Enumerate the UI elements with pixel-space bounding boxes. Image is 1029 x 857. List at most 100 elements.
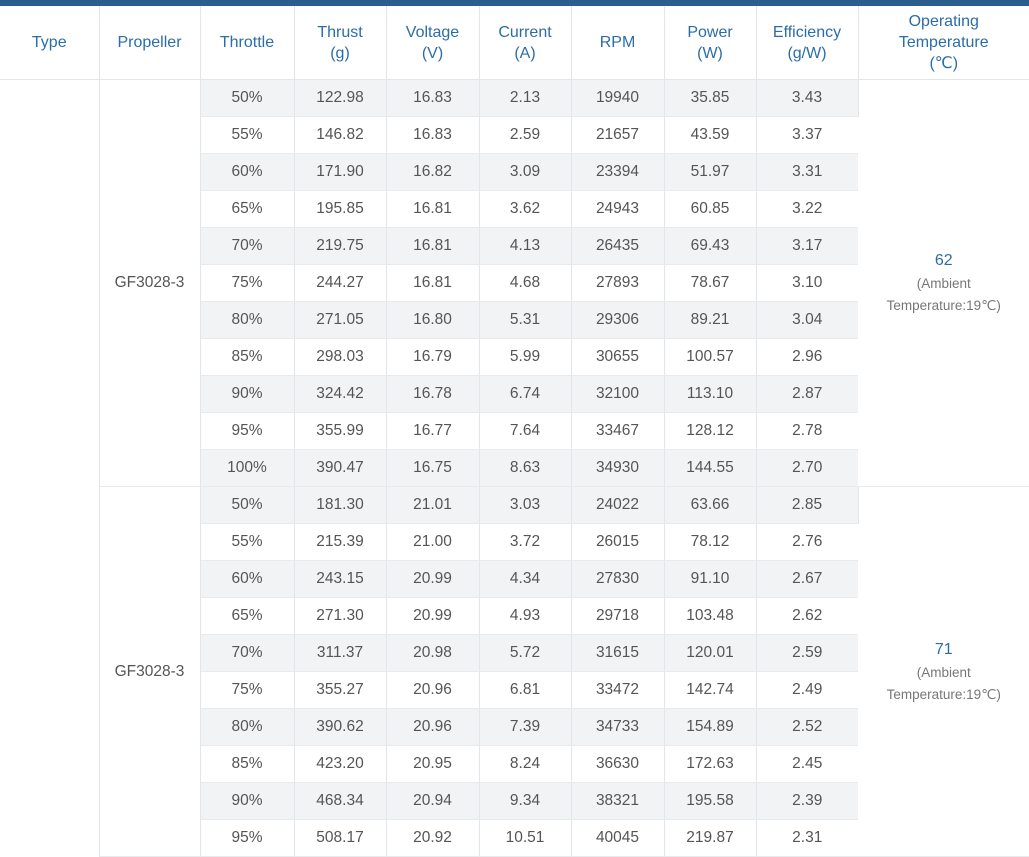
rpm-cell: 38321 [571,783,664,820]
current-cell: 8.24 [479,746,571,783]
header-thrust-label: Thrust [297,22,384,43]
efficiency-cell: 2.52 [756,709,858,746]
thrust-cell: 355.99 [294,413,386,450]
operating-temperature-value: 62 [859,249,1029,273]
current-cell: 4.93 [479,598,571,635]
throttle-cell: 60% [200,154,294,191]
operating-temperature-value: 71 [859,638,1029,662]
voltage-cell: 16.81 [386,228,479,265]
rpm-cell: 27893 [571,265,664,302]
rpm-cell: 30655 [571,339,664,376]
voltage-cell: 20.98 [386,635,479,672]
power-cell: 100.57 [664,339,756,376]
thrust-cell: 271.05 [294,302,386,339]
power-cell: 51.97 [664,154,756,191]
voltage-cell: 20.99 [386,561,479,598]
propeller-cell: GF3028-3 [99,80,200,487]
power-cell: 128.12 [664,413,756,450]
power-cell: 63.66 [664,487,756,524]
throttle-cell: 50% [200,80,294,117]
current-cell: 7.39 [479,709,571,746]
header-thrust-unit: (g) [297,43,384,64]
throttle-cell: 90% [200,783,294,820]
current-cell: 2.59 [479,117,571,154]
current-cell: 3.09 [479,154,571,191]
current-cell: 4.13 [479,228,571,265]
current-cell: 6.81 [479,672,571,709]
rpm-cell: 31615 [571,635,664,672]
header-temperature-line2: Temperature [861,32,1028,53]
voltage-cell: 16.81 [386,191,479,228]
header-rpm: RPM [571,6,664,80]
throttle-cell: 70% [200,635,294,672]
header-efficiency-label: Efficiency [759,22,856,43]
efficiency-cell: 2.76 [756,524,858,561]
voltage-cell: 21.00 [386,524,479,561]
throttle-cell: 65% [200,598,294,635]
current-cell: 4.68 [479,265,571,302]
voltage-cell: 21.01 [386,487,479,524]
rpm-cell: 40045 [571,820,664,857]
header-power-label: Power [667,22,754,43]
header-temperature-unit: (℃) [861,53,1028,74]
power-cell: 154.89 [664,709,756,746]
voltage-cell: 20.92 [386,820,479,857]
ambient-temperature-note-line2: Temperature:19℃) [859,684,1029,706]
efficiency-cell: 2.85 [756,487,858,524]
throttle-cell: 50% [200,487,294,524]
thrust-cell: 423.20 [294,746,386,783]
efficiency-cell: 2.49 [756,672,858,709]
thrust-cell: 243.15 [294,561,386,598]
throttle-cell: 80% [200,302,294,339]
throttle-cell: 70% [200,228,294,265]
efficiency-cell: 2.62 [756,598,858,635]
throttle-cell: 65% [200,191,294,228]
thrust-cell: 122.98 [294,80,386,117]
current-cell: 6.74 [479,376,571,413]
efficiency-cell: 2.45 [756,746,858,783]
header-current-label: Current [482,22,569,43]
efficiency-cell: 3.43 [756,80,858,117]
header-power-unit: (W) [667,43,754,64]
propeller-cell: GF3028-3 [99,487,200,857]
voltage-cell: 16.83 [386,117,479,154]
motor-test-table: Type Propeller Throttle Thrust (g) Volta… [0,6,1029,857]
throttle-cell: 60% [200,561,294,598]
power-cell: 35.85 [664,80,756,117]
power-cell: 113.10 [664,376,756,413]
rpm-cell: 21657 [571,117,664,154]
header-thrust: Thrust (g) [294,6,386,80]
rpm-cell: 26015 [571,524,664,561]
power-cell: 89.21 [664,302,756,339]
header-efficiency: Efficiency (g/W) [756,6,858,80]
voltage-cell: 20.96 [386,672,479,709]
rpm-cell: 24022 [571,487,664,524]
ambient-temperature-note-line1: (Ambient [859,273,1029,295]
throttle-cell: 95% [200,820,294,857]
throttle-cell: 55% [200,117,294,154]
power-cell: 78.12 [664,524,756,561]
thrust-cell: 468.34 [294,783,386,820]
throttle-cell: 90% [200,376,294,413]
header-voltage-label: Voltage [389,22,477,43]
power-cell: 78.67 [664,265,756,302]
throttle-cell: 75% [200,265,294,302]
table-header-row: Type Propeller Throttle Thrust (g) Volta… [0,6,1029,80]
current-cell: 3.62 [479,191,571,228]
thrust-cell: 215.39 [294,524,386,561]
header-throttle: Throttle [200,6,294,80]
voltage-cell: 16.78 [386,376,479,413]
power-cell: 172.63 [664,746,756,783]
efficiency-cell: 2.87 [756,376,858,413]
efficiency-cell: 3.10 [756,265,858,302]
power-cell: 91.10 [664,561,756,598]
voltage-cell: 20.99 [386,598,479,635]
voltage-cell: 16.79 [386,339,479,376]
voltage-cell: 20.95 [386,746,479,783]
current-cell: 8.63 [479,450,571,487]
rpm-cell: 27830 [571,561,664,598]
rpm-cell: 36630 [571,746,664,783]
header-current: Current (A) [479,6,571,80]
voltage-cell: 16.83 [386,80,479,117]
